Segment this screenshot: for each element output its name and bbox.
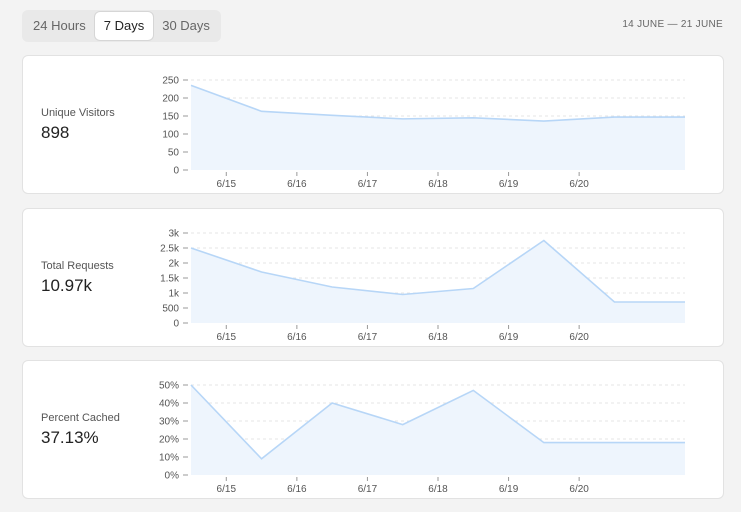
x-tick-label: 6/17 (358, 484, 378, 495)
x-tick-label: 6/18 (428, 332, 448, 343)
tab-24-hours[interactable]: 24 Hours (33, 18, 86, 33)
y-tick-label: 40% (159, 399, 179, 410)
x-tick-label: 6/20 (569, 179, 589, 190)
x-tick-label: 6/15 (217, 484, 237, 495)
x-tick-label: 6/20 (569, 332, 589, 343)
x-tick-label: 6/16 (287, 179, 307, 190)
y-tick-label: 20% (159, 435, 179, 446)
x-tick-label: 6/15 (217, 332, 237, 343)
y-tick-label: 10% (159, 453, 179, 464)
y-tick-label: 2k (168, 259, 180, 270)
metric-value: 898 (41, 123, 70, 142)
y-tick-label: 200 (162, 94, 179, 105)
y-tick-label: 3k (168, 229, 180, 240)
series-area (191, 240, 685, 323)
y-tick-label: 250 (162, 76, 179, 87)
percent-cached-card: Percent Cached 37.13% 0% 10% 20% 30% 40% 50% 6… (22, 360, 724, 499)
y-tick-label: 30% (159, 417, 179, 428)
date-range-label: 14 JUNE — 21 JUNE (622, 19, 723, 30)
series-area (191, 385, 685, 475)
y-tick-label: 50 (168, 148, 180, 159)
y-tick-label: 500 (162, 304, 179, 315)
y-tick-label: 150 (162, 112, 179, 123)
y-tick-label: 0% (165, 471, 180, 482)
x-tick-label: 6/20 (569, 484, 589, 495)
series-area (191, 85, 685, 170)
total-requests-card: Total Requests 10.97k 0 500 1k 1.5k 2k 2.5k 3k… (22, 208, 724, 347)
y-tick-label: 100 (162, 130, 179, 141)
x-tick-label: 6/19 (499, 332, 519, 343)
time-range-selector: 24 Hours 7 Days 30 Days (22, 10, 221, 42)
x-tick-label: 6/16 (287, 484, 307, 495)
y-tick-label: 50% (159, 381, 179, 392)
metric-value: 37.13% (41, 428, 99, 447)
y-tick-label: 1k (168, 289, 180, 300)
series-line (190, 84, 685, 122)
x-tick-label: 6/19 (499, 484, 519, 495)
metric-label: Unique Visitors (41, 107, 115, 119)
y-tick-label: 1.5k (160, 274, 180, 285)
unique-visitors-chart: 0 50 100 150 200 250 6/15 6/16 6/17 6/18 6/19 6/20 (162, 76, 685, 190)
tab-30-days[interactable]: 30 Days (162, 18, 210, 33)
x-tick-label: 6/18 (428, 179, 448, 190)
metric-label: Total Requests (41, 260, 114, 272)
series-line (190, 239, 685, 303)
y-tick-label: 2.5k (160, 244, 180, 255)
total-requests-chart: 0 500 1k 1.5k 2k 2.5k 3k 6/15 6/16 6/17 6/18 6/19 6/… (160, 229, 685, 343)
y-tick-label: 0 (173, 319, 179, 330)
x-tick-label: 6/17 (358, 332, 378, 343)
x-tick-label: 6/15 (217, 179, 237, 190)
x-tick-label: 6/17 (358, 179, 378, 190)
metric-label: Percent Cached (41, 412, 120, 424)
x-tick-label: 6/19 (499, 179, 519, 190)
series-line (190, 384, 685, 460)
x-tick-label: 6/18 (428, 484, 448, 495)
unique-visitors-card: Unique Visitors 898 0 50 100 150 200 250 6/15 6… (22, 55, 724, 194)
metric-value: 10.97k (41, 276, 93, 295)
x-tick-label: 6/16 (287, 332, 307, 343)
percent-cached-chart: 0% 10% 20% 30% 40% 50% 6/15 6/16 6/17 6/18 6/19 6/2… (159, 381, 685, 495)
tab-7-days[interactable]: 7 Days (94, 12, 154, 40)
y-tick-label: 0 (173, 166, 179, 177)
